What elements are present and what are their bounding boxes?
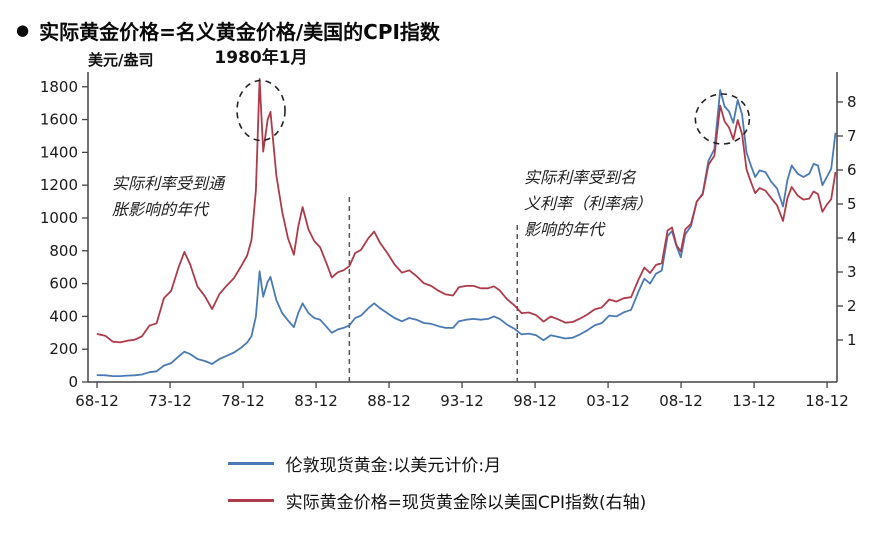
peak-highlight-circle <box>694 93 751 145</box>
right-tick-label: 1 <box>847 331 857 349</box>
left-era-note: 实际利率受到通 <box>112 174 226 193</box>
x-tick-label: 68-12 <box>75 392 119 410</box>
left-tick-label: 600 <box>49 275 78 293</box>
right-tick-label: 5 <box>847 195 857 213</box>
right-era-note: 影响的年代 <box>524 220 606 239</box>
x-tick-label: 13-12 <box>732 392 776 410</box>
left-tick-label: 200 <box>49 340 78 358</box>
x-tick-label: 18-12 <box>805 392 849 410</box>
right-era-note: 义利率（利率病） <box>524 194 652 213</box>
x-tick-label: 78-12 <box>221 392 265 410</box>
x-tick-label: 03-12 <box>586 392 630 410</box>
x-tick-label: 83-12 <box>294 392 338 410</box>
left-tick-label: 1800 <box>40 78 78 96</box>
legend-item-nominal-gold: 伦敦现货黄金:以美元计价:月 <box>227 451 647 476</box>
left-era-note: 胀影响的年代 <box>112 200 210 219</box>
peak-highlight-circle <box>236 79 286 142</box>
left-tick-label: 1400 <box>40 143 78 161</box>
right-tick-label: 4 <box>847 229 857 247</box>
left-tick-label: 1200 <box>40 176 78 194</box>
left-tick-label: 0 <box>68 373 78 391</box>
left-tick-label: 1600 <box>40 111 78 129</box>
legend-label-real: 实际黄金价格=现货黄金除以美国CPI指数(右轴) <box>285 493 647 513</box>
right-tick-label: 8 <box>847 93 857 111</box>
x-tick-label: 08-12 <box>659 392 703 410</box>
bullet-icon: ● <box>16 21 30 39</box>
right-era-note: 实际利率受到名 <box>524 168 637 187</box>
x-tick-label: 88-12 <box>367 392 411 410</box>
axis-unit-label: 美元/盎司 <box>88 51 153 69</box>
page-title: ● 实际黄金价格=名义黄金价格/美国的CPI指数 <box>0 0 874 47</box>
gold-price-line-chart: 0 200 400 600 800 1000 1200 1400 1600 1800 1 2 3 4 5 6 7… <box>40 47 857 410</box>
nominal-gold-price-line <box>96 89 837 378</box>
legend-line-nominal <box>227 462 274 465</box>
right-tick-label: 2 <box>847 297 857 315</box>
left-tick-label: 1000 <box>40 209 78 227</box>
legend-item-real-gold: 实际黄金价格=现货黄金除以美国CPI指数(右轴) <box>227 488 647 513</box>
right-tick-label: 6 <box>847 161 857 179</box>
peak-date-annotation: 1980年1月 <box>214 47 307 68</box>
x-tick-label: 73-12 <box>148 392 192 410</box>
legend: 伦敦现货黄金:以美元计价:月 实际黄金价格=现货黄金除以美国CPI指数(右轴) <box>227 451 647 513</box>
right-tick-label: 3 <box>847 263 857 281</box>
real-gold-price-line <box>96 77 837 344</box>
legend-line-real <box>227 499 274 502</box>
left-tick-label: 800 <box>49 242 78 260</box>
left-tick-label: 400 <box>49 307 78 325</box>
chart-area: 0 200 400 600 800 1000 1200 1400 1600 1800 1 2 3 4 5 6 7… <box>0 47 874 443</box>
legend-label-nominal: 伦敦现货黄金:以美元计价:月 <box>285 456 502 476</box>
x-tick-label: 93-12 <box>440 392 484 410</box>
title-text: 实际黄金价格=名义黄金价格/美国的CPI指数 <box>39 20 440 44</box>
x-tick-label: 98-12 <box>513 392 557 410</box>
right-tick-label: 7 <box>847 127 857 145</box>
